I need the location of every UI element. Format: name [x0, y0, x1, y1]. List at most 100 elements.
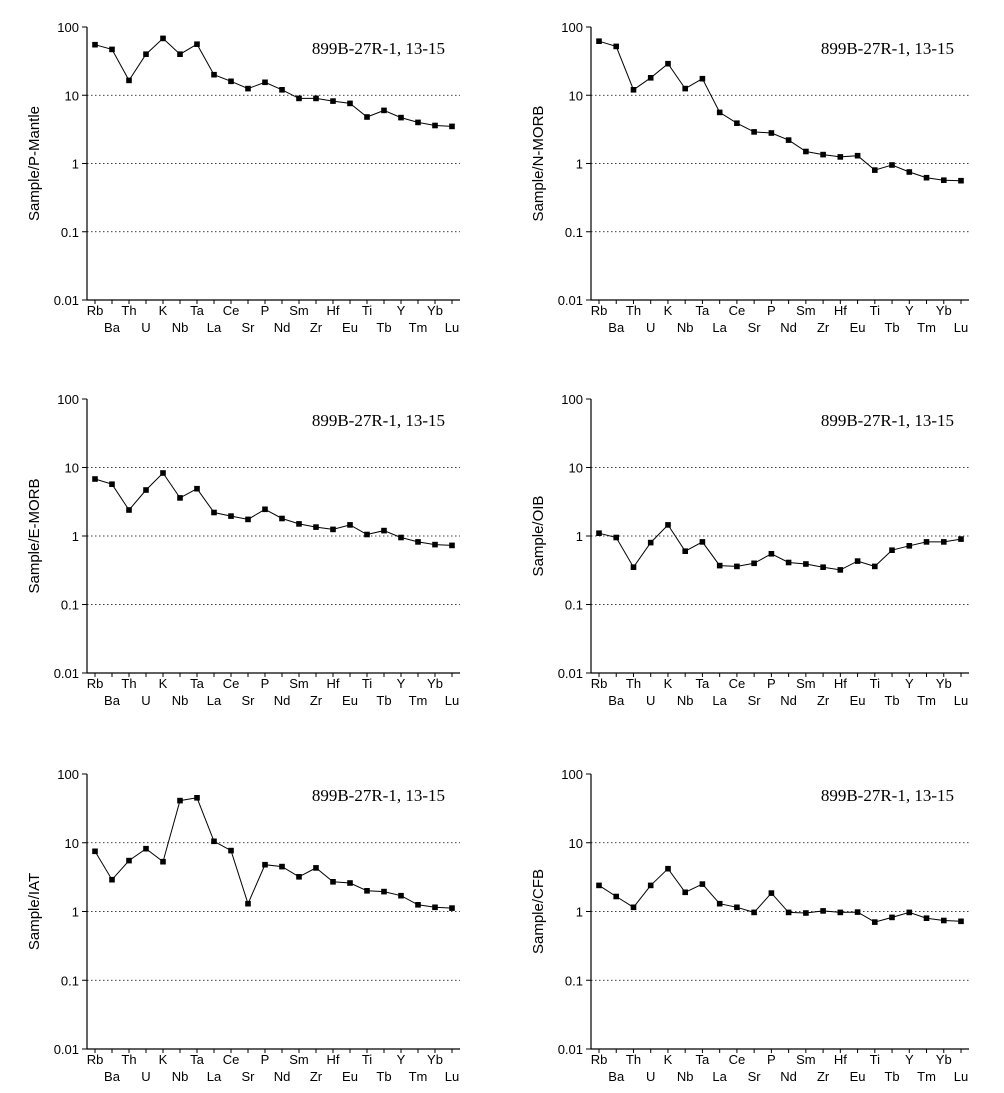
data-point: [92, 476, 98, 482]
data-point: [143, 845, 149, 852]
y-tick-label: 1: [576, 529, 583, 544]
category-label: Yb: [936, 303, 952, 318]
data-point: [682, 548, 688, 554]
category-label: Rb: [591, 303, 608, 318]
data-point: [211, 838, 217, 845]
y-tick-label: 0.1: [565, 598, 583, 613]
category-label: Zr: [310, 320, 323, 335]
data-point: [630, 904, 637, 911]
category-label: Sm: [796, 303, 816, 318]
category-label: Ti: [362, 676, 372, 691]
category-label: Nb: [172, 1069, 189, 1084]
data-point: [245, 85, 251, 92]
y-tick-label: 100: [561, 767, 583, 782]
category-label: K: [664, 303, 673, 318]
category-label: Ba: [608, 320, 625, 335]
data-point: [682, 889, 688, 896]
data-point: [381, 888, 387, 895]
category-label: Tm: [409, 320, 428, 335]
category-label: Nd: [780, 320, 797, 335]
data-point: [716, 109, 723, 116]
y-tick-label: 100: [57, 20, 79, 35]
data-point: [941, 539, 947, 545]
data-point: [279, 863, 285, 870]
category-label: Ce: [223, 1052, 240, 1067]
data-point: [177, 51, 183, 57]
category-label: K: [159, 1052, 168, 1067]
y-tick-label: 10: [569, 461, 583, 476]
category-label: Th: [626, 1052, 641, 1067]
series-line: [94, 37, 453, 127]
category-label: Rb: [87, 1052, 104, 1067]
category-label: Yb: [936, 1052, 952, 1067]
category-label: Ti: [870, 303, 880, 318]
category-label: Yb: [427, 303, 443, 318]
data-point: [449, 905, 455, 911]
data-point: [906, 169, 913, 175]
data-point: [854, 558, 861, 564]
data-point: [296, 521, 302, 527]
data-point: [449, 542, 455, 549]
data-point: [613, 893, 619, 900]
data-point: [630, 87, 637, 93]
category-label: Eu: [850, 693, 866, 708]
data-point: [126, 507, 132, 513]
category-label: La: [712, 693, 727, 708]
data-point: [665, 865, 671, 872]
category-label: Ti: [870, 676, 880, 691]
data-point: [109, 876, 115, 883]
data-point: [699, 539, 706, 545]
data-point: [279, 87, 285, 93]
category-label: Sm: [289, 303, 309, 318]
category-label: Ta: [696, 1052, 711, 1067]
category-label: Ta: [190, 303, 205, 318]
category-label: Sm: [796, 1052, 816, 1067]
category-label: Ta: [190, 676, 205, 691]
category-label: Tb: [376, 1069, 391, 1084]
data-point: [854, 152, 861, 159]
category-label: La: [207, 1069, 222, 1084]
data-point: [364, 531, 370, 538]
data-point: [596, 38, 602, 44]
data-point: [613, 534, 619, 541]
category-label: Ta: [190, 1052, 205, 1067]
category-label: Sr: [748, 320, 762, 335]
category-label: Eu: [342, 693, 358, 708]
data-point: [596, 530, 602, 536]
category-label: Tb: [376, 320, 391, 335]
category-label: P: [261, 1052, 270, 1067]
y-tick-label: 10: [569, 88, 583, 103]
data-point: [906, 543, 913, 549]
y-tick-label: 10: [569, 836, 583, 851]
category-label: P: [767, 1052, 776, 1067]
category-label: Nd: [274, 693, 291, 708]
data-point: [716, 900, 723, 907]
category-label: Nd: [780, 693, 797, 708]
series-line: [598, 524, 962, 571]
sample-annotation: 899B-27R-1, 13-15: [821, 411, 954, 430]
data-point: [647, 882, 654, 889]
category-label: Nd: [274, 320, 291, 335]
data-point: [613, 43, 619, 50]
data-point: [109, 46, 115, 53]
category-label: Ce: [223, 303, 240, 318]
data-point: [768, 890, 775, 896]
category-label: Eu: [850, 1069, 866, 1084]
y-tick-label: 0.01: [558, 666, 583, 681]
category-label: Ta: [696, 303, 711, 318]
data-point: [126, 857, 132, 864]
y-tick-label: 0.1: [61, 973, 79, 988]
category-label: K: [159, 676, 168, 691]
category-label: U: [646, 693, 655, 708]
data-point: [432, 122, 438, 129]
data-point: [854, 909, 861, 915]
data-point: [126, 77, 132, 84]
category-label: Zr: [817, 1069, 830, 1084]
data-point: [194, 485, 200, 492]
y-tick-label: 10: [65, 836, 79, 851]
data-point: [194, 795, 200, 801]
category-label: P: [261, 303, 270, 318]
